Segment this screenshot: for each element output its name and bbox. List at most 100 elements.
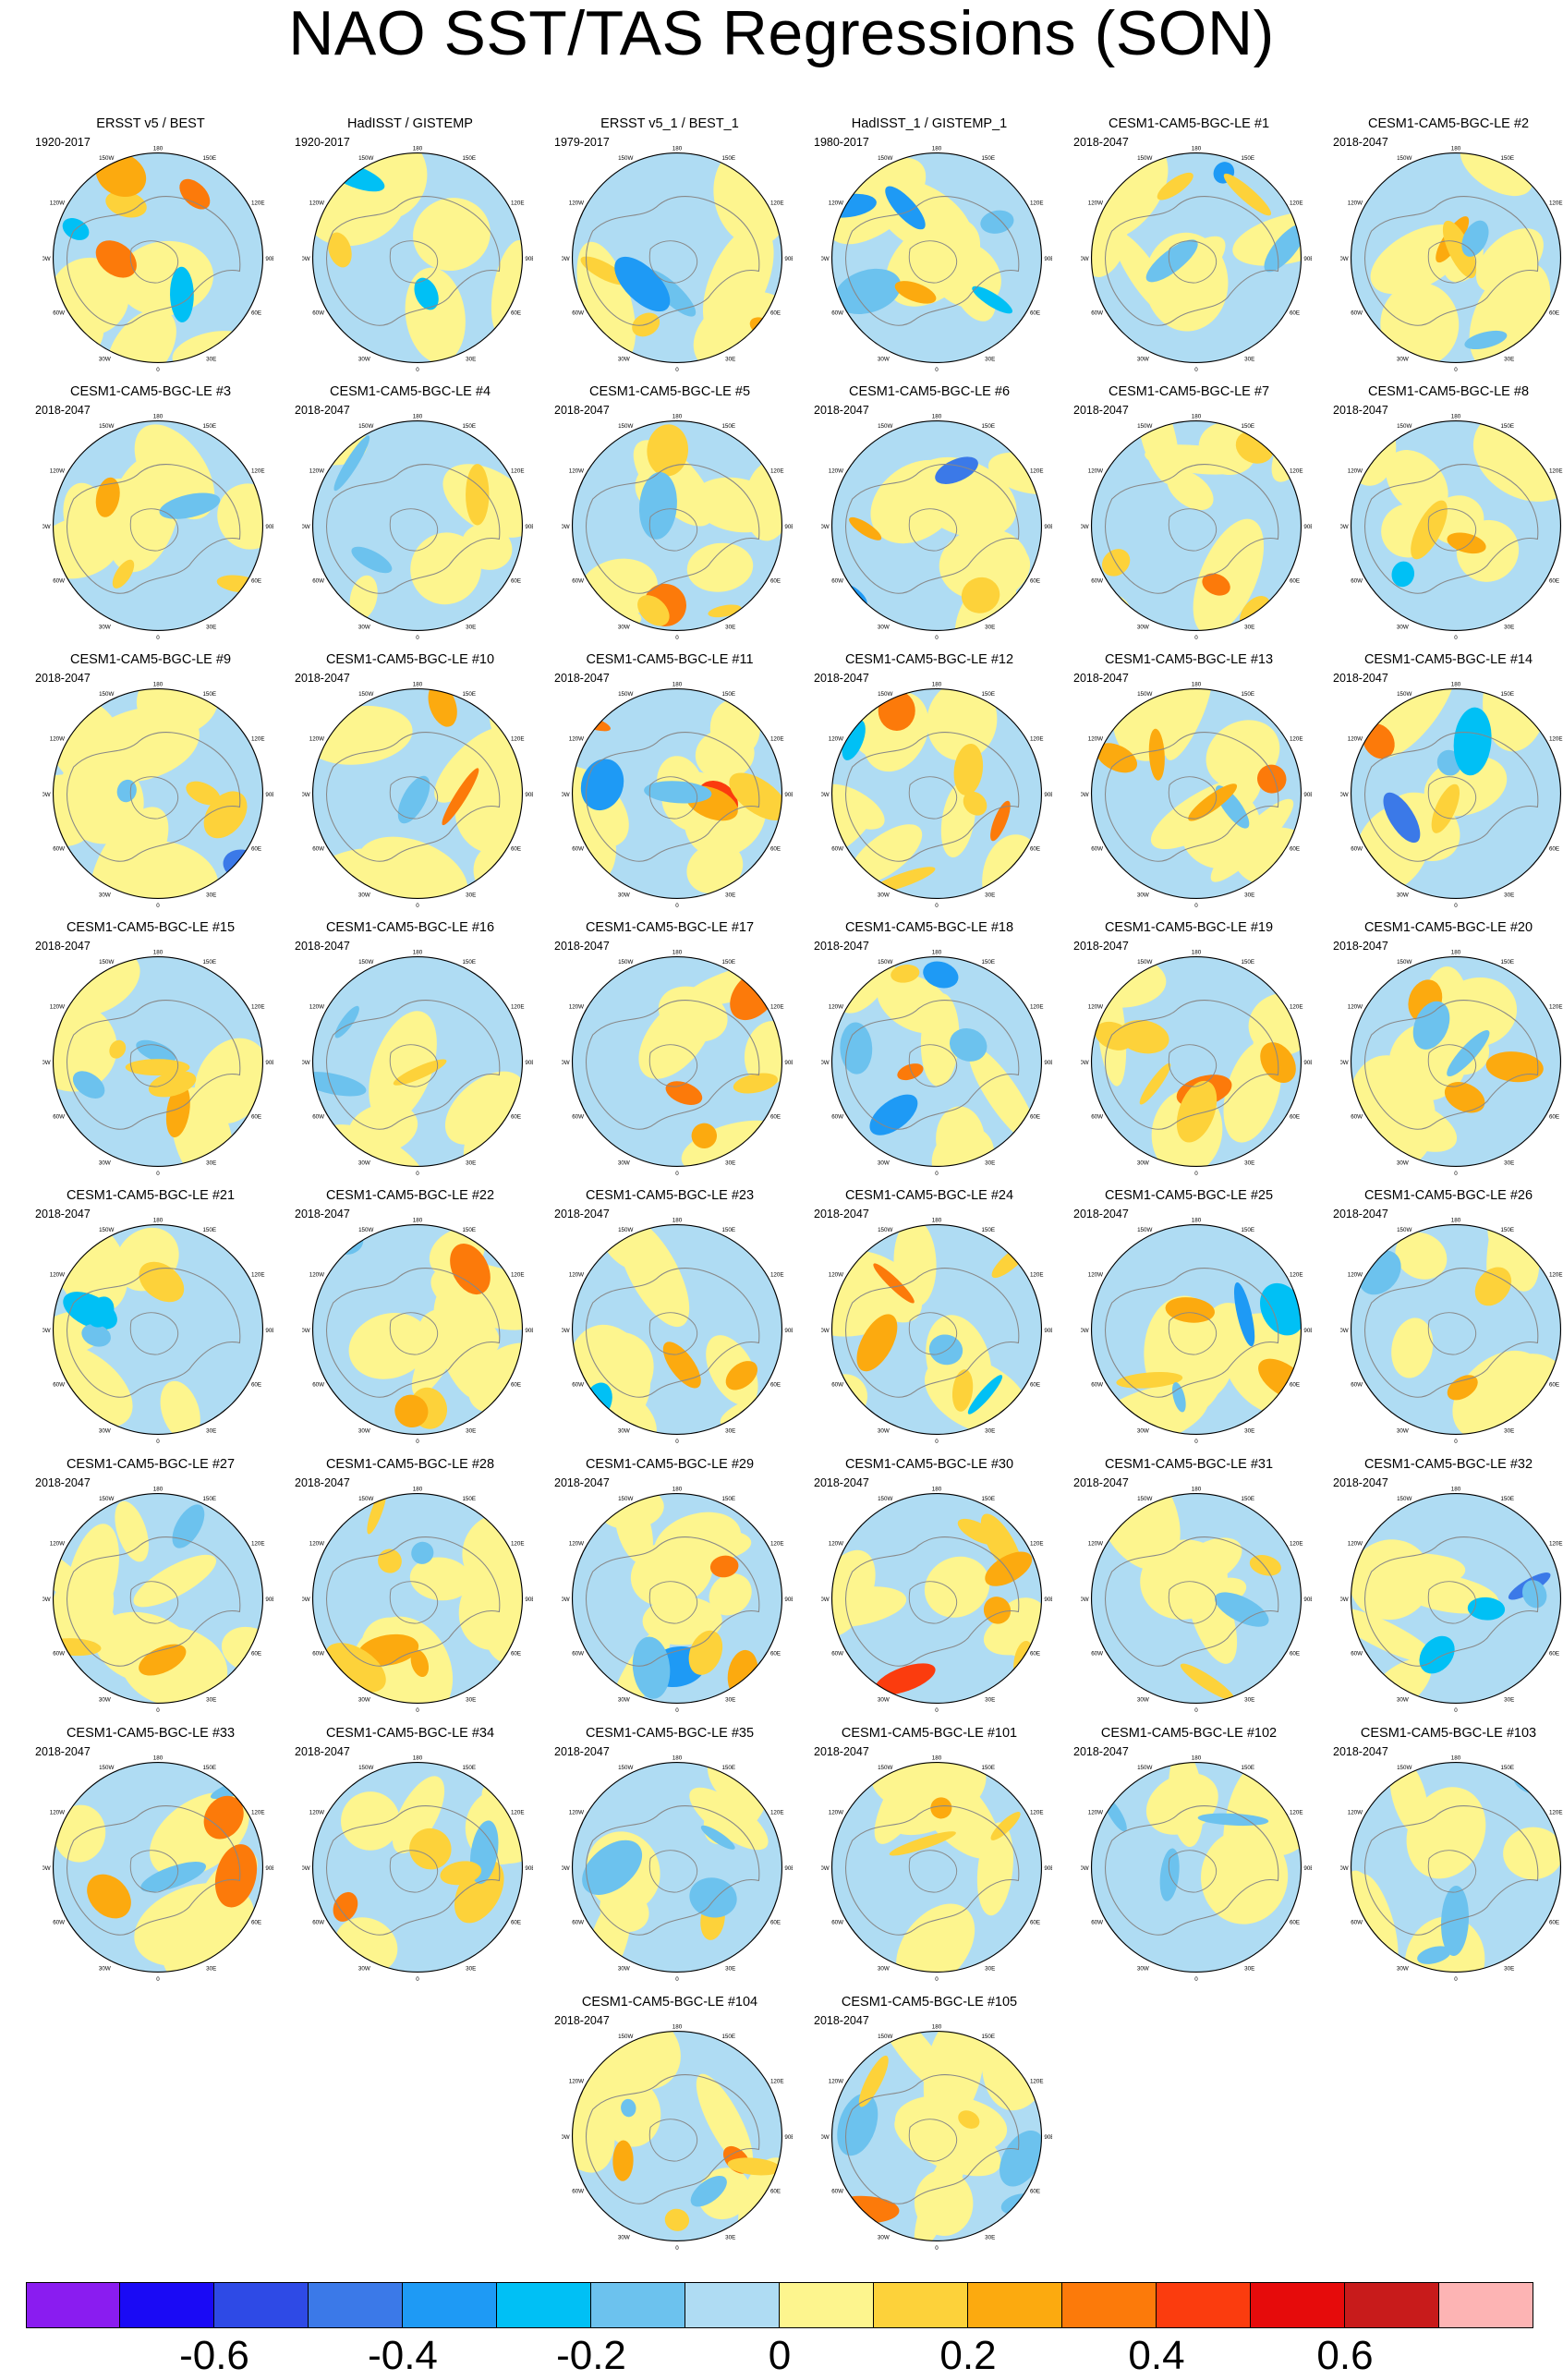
longitude-label: 30W (1137, 357, 1149, 363)
map-panel: CESM1-CAM5-BGC-LE #10 2018-2047 180 150W 150… (285, 652, 535, 911)
map-container: 180150W150E120W120E90W90E60W60E30W30E0 (1337, 1752, 1563, 1983)
longitude-label: 120W (569, 735, 584, 742)
longitude-label: 30E (1504, 1697, 1514, 1704)
map-container: 180150W150E120W120E90W90E60W60E30W30E0 (1337, 410, 1563, 641)
longitude-label: 150W (358, 1765, 373, 1771)
longitude-label: 60W (572, 846, 584, 853)
colorbar-swatch (1345, 2282, 1439, 2328)
longitude-label: 60E (511, 1114, 521, 1121)
map-panel: CESM1-CAM5-BGC-LE #24 2018-2047 180 150W 150… (805, 1188, 1054, 1447)
longitude-label: 150W (1397, 1765, 1412, 1771)
longitude-label: 150W (618, 691, 633, 698)
longitude-label: 150E (462, 1765, 476, 1771)
longitude-label: 90W (302, 256, 310, 262)
polar-map: 180150W150E120W120E90W90E60W60E30W30E0 (558, 1218, 795, 1445)
longitude-label: 30W (1137, 1160, 1149, 1167)
longitude-label: 90E (1044, 256, 1052, 262)
longitude-label: 60E (770, 1114, 781, 1121)
panel-title: CESM1-CAM5-BGC-LE #33 (66, 1726, 236, 1741)
panel-title: CESM1-CAM5-BGC-LE #25 (1104, 1188, 1274, 1203)
longitude-label: 60E (770, 1920, 781, 1926)
panel-title: HadISST / GISTEMP (347, 116, 473, 131)
longitude-label: 30E (206, 892, 216, 899)
polar-map: 180150W150E120W120E90W90E60W60E30W30E0 (298, 1218, 536, 1445)
longitude-label: 60W (1351, 578, 1363, 585)
longitude-label: 60W (572, 1382, 584, 1389)
longitude-label: 150W (878, 1227, 892, 1233)
longitude-label: 150E (202, 1496, 216, 1502)
longitude-label: 120W (1348, 1809, 1363, 1815)
longitude-label: 30W (358, 357, 370, 363)
longitude-label: 90W (562, 1865, 570, 1872)
longitude-label: 60W (1091, 310, 1103, 317)
colorbar-swatch (497, 2282, 591, 2328)
longitude-label: 90W (42, 792, 51, 798)
longitude-label: 120E (1549, 1540, 1563, 1547)
map-container: 180150W150E120W120E90W90E60W60E30W30E0 (298, 678, 536, 909)
longitude-label: 30E (985, 1697, 995, 1704)
polar-map: 180150W150E120W120E90W90E60W60E30W30E0 (818, 1487, 1055, 1714)
colorbar-tick-label: -0.6 (179, 2333, 249, 2378)
longitude-label: 90W (821, 524, 830, 530)
longitude-label: 120W (829, 2078, 843, 2084)
longitude-label: 120E (770, 1809, 784, 1815)
polar-map: 180150W150E120W120E90W90E60W60E30W30E0 (818, 2024, 1055, 2252)
longitude-label: 0 (1194, 1976, 1198, 1983)
longitude-label: 0 (1194, 367, 1198, 373)
longitude-label: 60E (1030, 1114, 1040, 1121)
colorbar-swatch (214, 2282, 309, 2328)
longitude-label: 0 (675, 2245, 679, 2252)
longitude-label: 90E (1303, 1865, 1312, 1872)
longitude-label: 60W (53, 846, 65, 853)
longitude-label: 180 (1192, 1755, 1202, 1762)
map-panel: CESM1-CAM5-BGC-LE #13 2018-2047 180 150W 150… (1064, 652, 1314, 911)
longitude-label: 150E (981, 1765, 995, 1771)
longitude-label: 0 (1194, 1707, 1198, 1714)
longitude-label: 150W (878, 1496, 892, 1502)
longitude-label: 30W (1137, 1966, 1149, 1973)
panel-title: ERSST v5_1 / BEST_1 (600, 116, 739, 131)
panel-period: 2018-2047 (554, 1476, 610, 1489)
polar-map: 180150W150E120W120E90W90E60W60E30W30E0 (1337, 1487, 1563, 1714)
longitude-label: 60E (251, 1651, 261, 1658)
map-panel: CESM1-CAM5-BGC-LE #2 2018-2047 180 150W 150E… (1324, 116, 1563, 375)
longitude-label: 60W (572, 1920, 584, 1926)
longitude-label: 150E (1500, 691, 1514, 698)
longitude-label: 0 (416, 1707, 419, 1714)
longitude-label: 150E (202, 155, 216, 162)
longitude-label: 90W (821, 1865, 830, 1872)
longitude-label: 30E (725, 1966, 735, 1973)
panel-title: CESM1-CAM5-BGC-LE #18 (844, 920, 1014, 935)
panel-title: CESM1-CAM5-BGC-LE #102 (1100, 1726, 1278, 1741)
longitude-label: 60W (831, 1114, 843, 1121)
longitude-label: 120W (569, 2078, 584, 2084)
longitude-label: 120E (1290, 200, 1303, 206)
longitude-label: 120E (1290, 468, 1303, 474)
longitude-label: 0 (1194, 903, 1198, 909)
longitude-label: 0 (416, 635, 419, 641)
panel-title: CESM1-CAM5-BGC-LE #8 (1367, 384, 1530, 399)
longitude-label: 30E (985, 625, 995, 631)
longitude-label: 120W (1348, 1003, 1363, 1010)
map-container: 180150W150E120W120E90W90E60W60E30W30E0 (1077, 946, 1315, 1177)
panel-period: 2018-2047 (295, 672, 350, 685)
map-container: 180150W150E120W120E90W90E60W60E30W30E0 (818, 1752, 1055, 1983)
polar-map: 180150W150E120W120E90W90E60W60E30W30E0 (1337, 682, 1563, 909)
longitude-label: 60E (1549, 310, 1559, 317)
panel-title: CESM1-CAM5-BGC-LE #105 (841, 1995, 1018, 2010)
longitude-label: 30E (466, 625, 476, 631)
longitude-label: 60W (53, 1651, 65, 1658)
longitude-label: 120W (829, 1003, 843, 1010)
longitude-label: 150W (99, 1496, 114, 1502)
longitude-label: 30E (206, 1428, 216, 1435)
longitude-label: 0 (156, 903, 160, 909)
panel-title: CESM1-CAM5-BGC-LE #26 (1363, 1188, 1533, 1203)
longitude-label: 60W (572, 310, 584, 317)
map-container: 180150W150E120W120E90W90E60W60E30W30E0 (1077, 1483, 1315, 1714)
longitude-label: 90W (42, 524, 51, 530)
longitude-label: 30W (878, 892, 890, 899)
longitude-label: 30E (206, 1160, 216, 1167)
longitude-label: 150E (462, 691, 476, 698)
panel-title: CESM1-CAM5-BGC-LE #12 (844, 652, 1014, 667)
longitude-label: 120W (50, 735, 65, 742)
